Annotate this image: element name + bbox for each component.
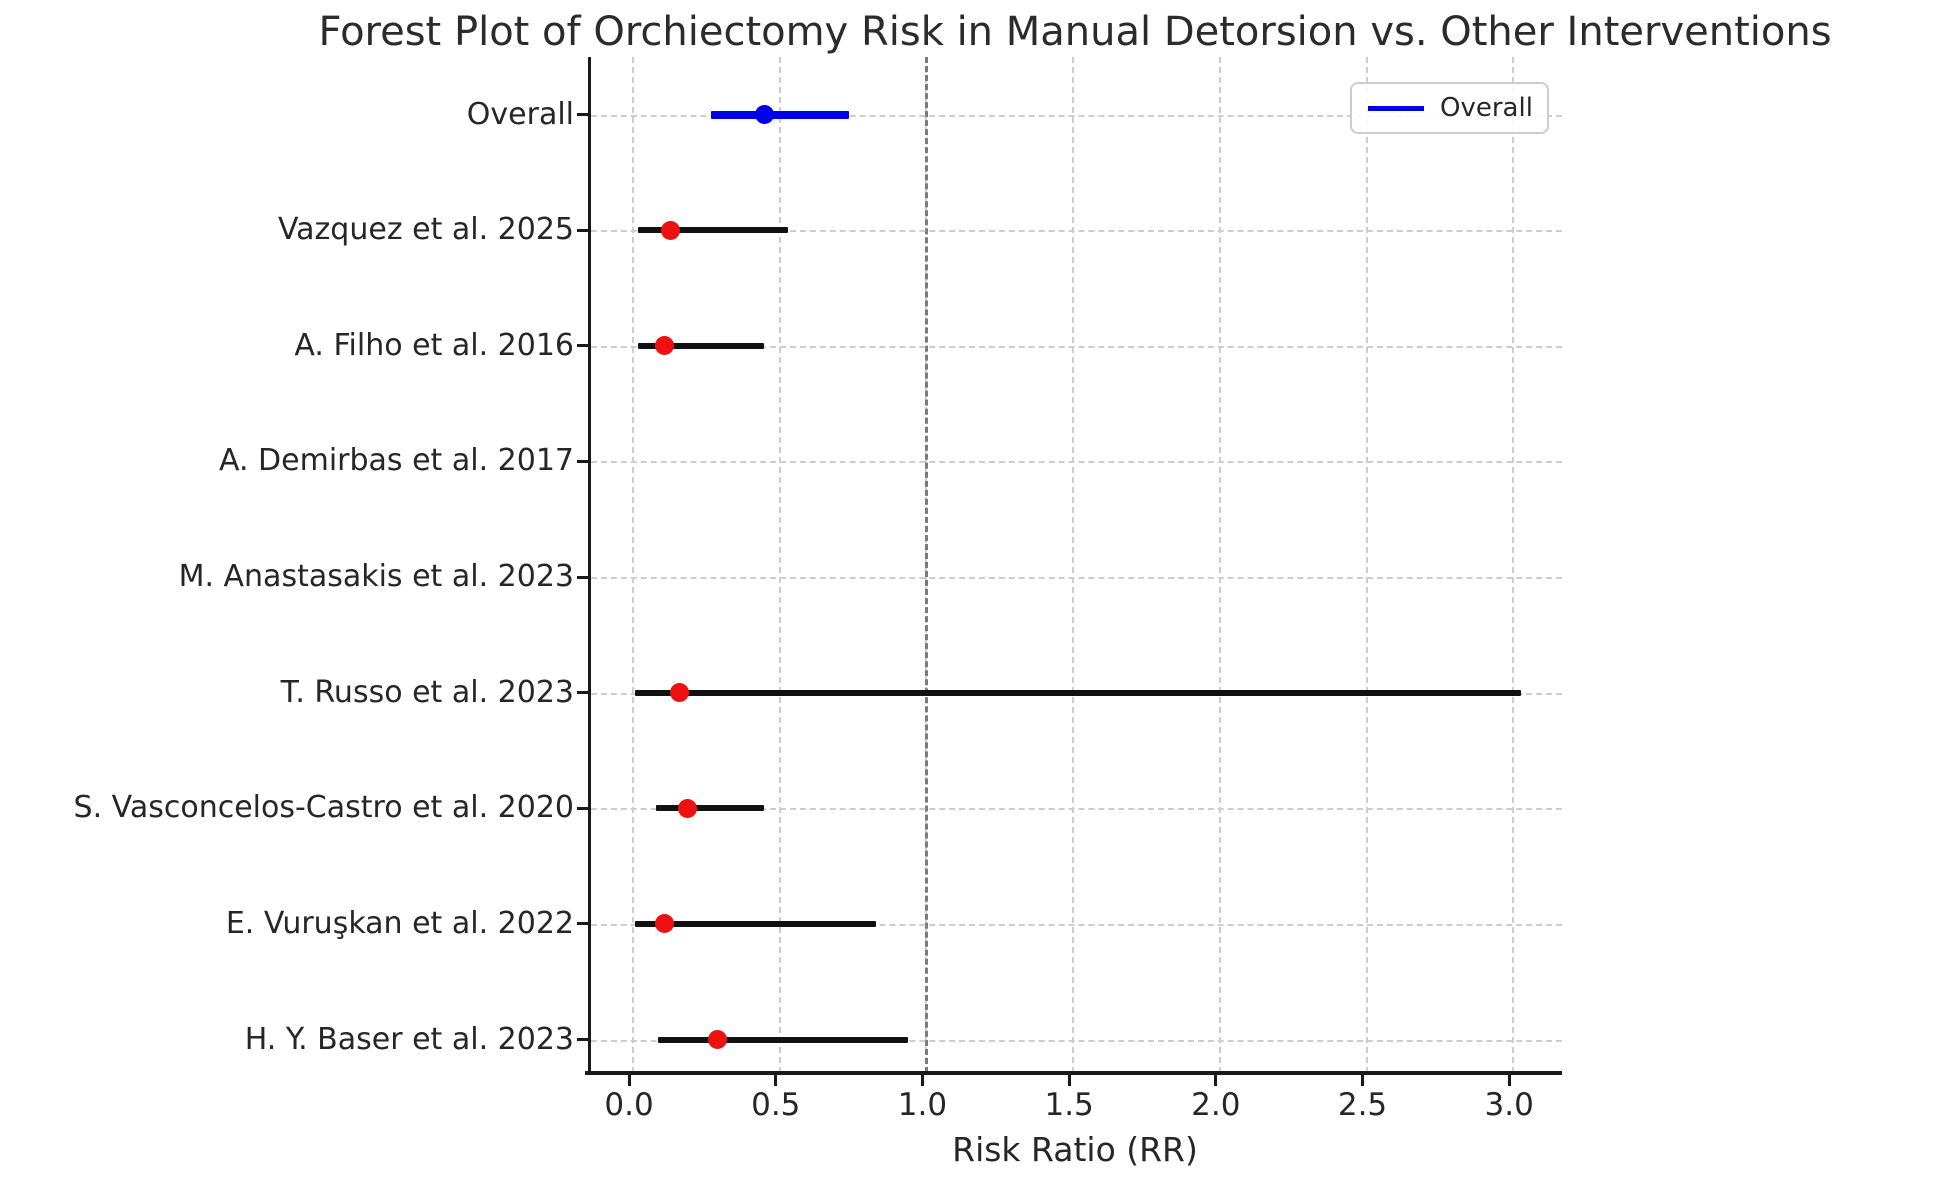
confidence-interval-line	[655, 805, 765, 812]
y-tick-mark	[577, 1038, 588, 1042]
grid-line-horizontal	[591, 923, 1562, 926]
point-estimate-marker	[654, 336, 674, 356]
x-axis-label-text: Risk Ratio (RR)	[952, 1130, 1198, 1169]
x-tick-label: 2.0	[1191, 1087, 1241, 1123]
point-estimate-marker	[654, 914, 674, 934]
y-axis-study-label: S. Vasconcelos-Castro et al. 2020	[73, 790, 574, 826]
point-estimate-marker	[754, 105, 774, 125]
x-tick-mark	[774, 1074, 778, 1086]
grid-line-horizontal	[591, 1039, 1562, 1042]
point-estimate-marker	[669, 683, 689, 703]
y-axis-study-label: E. Vuruşkan et al. 2022	[225, 905, 574, 941]
y-axis-study-label: Vazquez et al. 2025	[277, 212, 574, 248]
legend-overall-line-sample	[1368, 105, 1424, 111]
y-tick-mark	[577, 575, 588, 579]
reference-line	[925, 57, 929, 1073]
x-tick-label: 0.0	[604, 1087, 654, 1123]
grid-line-horizontal	[591, 114, 1562, 117]
x-axis-spine	[585, 1071, 1562, 1075]
x-tick-mark	[1507, 1074, 1511, 1086]
x-tick-mark	[920, 1074, 924, 1086]
grid-line-horizontal	[591, 230, 1562, 233]
grid-line-horizontal	[591, 461, 1562, 464]
grid-line-vertical	[1072, 57, 1075, 1073]
x-tick-label: 2.5	[1337, 1087, 1388, 1123]
confidence-interval-line	[637, 342, 765, 349]
y-axis-study-label: H. Y. Baser et al. 2023	[244, 1021, 574, 1057]
grid-line-vertical	[632, 57, 635, 1073]
y-axis-study-label: M. Anastasakis et al. 2023	[178, 559, 574, 595]
x-tick-label: 3.0	[1484, 1087, 1534, 1123]
confidence-interval-line	[637, 227, 788, 234]
grid-line-vertical	[1512, 57, 1515, 1073]
y-tick-mark	[577, 691, 588, 695]
grid-line-horizontal	[591, 577, 1562, 580]
y-tick-mark	[577, 922, 588, 926]
x-tick-mark	[627, 1074, 631, 1086]
x-tick-mark	[1067, 1074, 1071, 1086]
x-tick-mark	[1361, 1074, 1364, 1086]
legend-overall-label: Overall	[1440, 93, 1533, 123]
grid-line-horizontal	[591, 345, 1562, 348]
point-estimate-marker	[707, 1030, 727, 1050]
grid-line-horizontal	[591, 808, 1562, 811]
x-tick-label: 1.0	[897, 1087, 948, 1123]
y-tick-mark	[577, 228, 588, 232]
confidence-interval-line	[635, 920, 876, 927]
confidence-interval-line	[635, 689, 1521, 696]
x-tick-label: 1.5	[1044, 1087, 1094, 1123]
grid-line-vertical	[1365, 57, 1368, 1073]
y-axis-study-label: A. Filho et al. 2016	[294, 327, 574, 363]
x-tick-label: 0.5	[751, 1087, 801, 1123]
point-estimate-marker	[660, 220, 680, 240]
y-tick-mark	[577, 344, 588, 348]
y-tick-mark	[577, 459, 588, 463]
y-axis-study-label: A. Demirbas et al. 2017	[218, 443, 574, 479]
point-estimate-marker	[678, 798, 698, 818]
chart-title-text: Forest Plot of Orchiectomy Risk in Manua…	[318, 9, 1832, 55]
grid-line-vertical	[1218, 57, 1221, 1073]
confidence-interval-line	[711, 110, 850, 119]
y-axis-study-label: T. Russo et al. 2023	[280, 674, 574, 710]
confidence-interval-line	[658, 1036, 908, 1043]
grid-line-vertical	[778, 57, 781, 1073]
y-tick-mark	[577, 806, 588, 810]
x-tick-mark	[1214, 1074, 1218, 1086]
legend: Overall	[1350, 82, 1549, 134]
y-tick-mark	[577, 113, 588, 117]
y-axis-study-label: Overall	[466, 96, 574, 132]
plot-area: Overall	[577, 57, 1562, 1073]
